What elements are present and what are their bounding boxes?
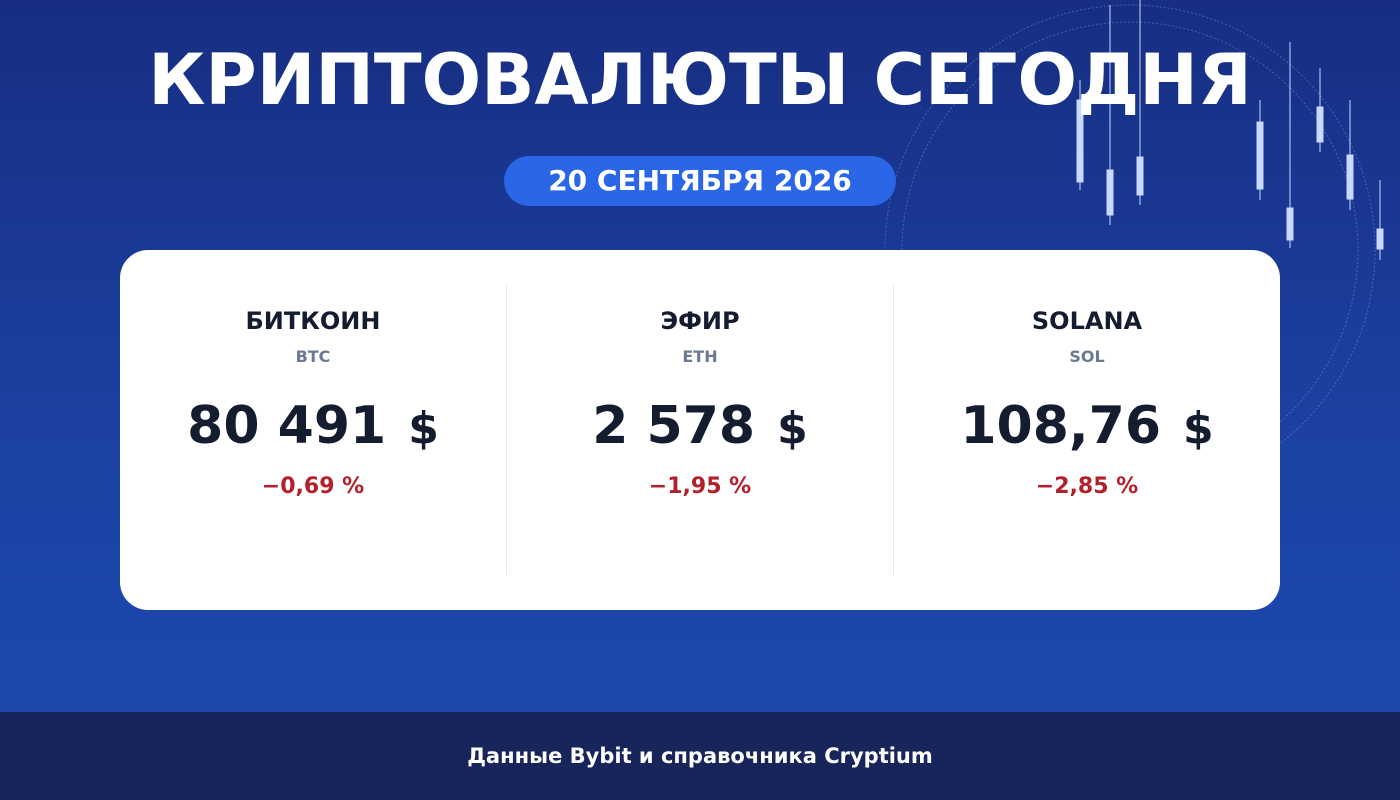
currency: $ [408,403,439,454]
footer: Данные Bybit и справочника Cryptium [0,712,1400,800]
coin-change: −2,85 % [1035,474,1139,499]
coin-price-row: 80 491 $ [120,396,506,456]
coin-change: −1,95 % [648,474,752,499]
coin-name: ЭФИР [660,307,740,335]
currency: $ [1183,403,1214,454]
candle [1106,169,1114,216]
coin-price-row: 2 578 $ [507,396,893,456]
coin-ticker: ETH [682,347,718,366]
rates-card: БИТКОИН BTC 80 491 $ −0,69 % ЭФИР ETH 2 5… [120,250,1280,610]
coin-price: 2 578 [592,396,756,456]
date-badge: 20 СЕНТЯБРЯ 2026 [504,156,896,206]
candle [1376,228,1384,250]
coin-price: 108,76 [960,396,1162,456]
coin-ticker: BTC [295,347,331,366]
candle [1346,154,1354,200]
coin-name: БИТКОИН [245,307,381,335]
currency: $ [777,403,808,454]
candle [1286,207,1294,241]
candle [1256,121,1264,190]
coin-price-row: 108,76 $ [894,396,1280,456]
coin: SOLANA SOL 108,76 $ −2,85 % [893,285,1280,575]
candle [1136,156,1144,196]
candle [1076,99,1084,183]
coin-change: −0,69 % [261,474,365,499]
title: КРИПТОВАЛЮТЫ СЕГОДНЯ [148,39,1252,121]
candle [1316,106,1324,143]
coin-price: 80 491 [187,396,387,456]
coin: БИТКОИН BTC 80 491 $ −0,69 % [120,285,506,575]
coin-ticker: SOL [1069,347,1105,366]
candles [1076,0,1384,260]
coin-name: SOLANA [1031,307,1143,335]
coin: ЭФИР ETH 2 578 $ −1,95 % [506,285,893,575]
